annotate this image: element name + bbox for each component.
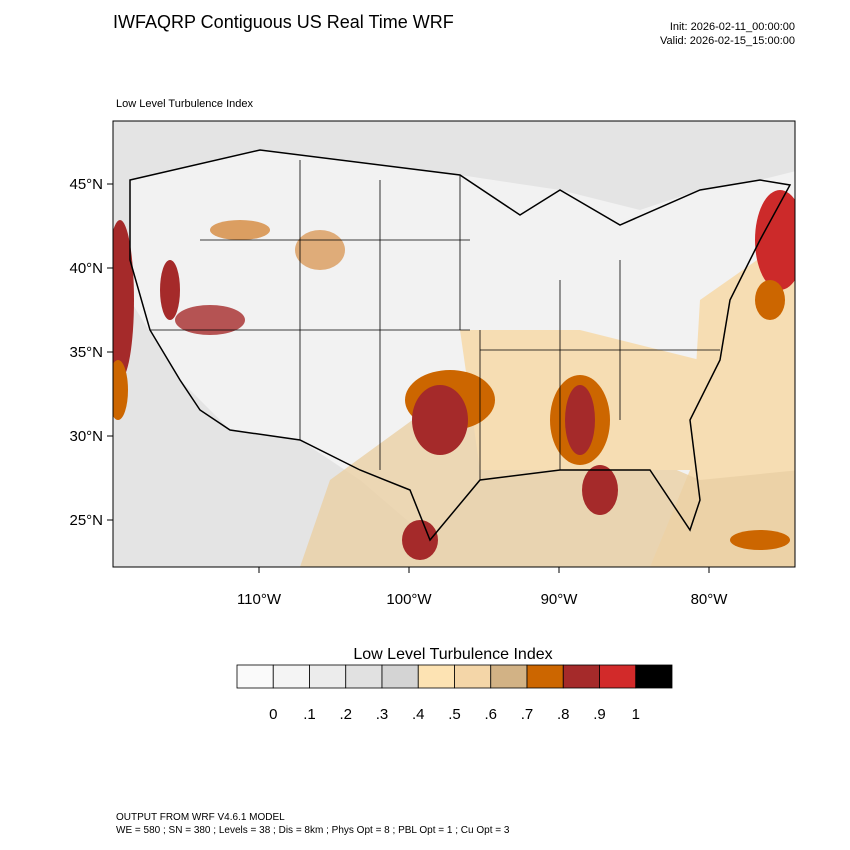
colorbar-title: Low Level Turbulence Index	[353, 646, 552, 663]
colorbar-label: .1	[303, 706, 316, 723]
colorbar-box	[345, 664, 383, 689]
colorbar-label: .7	[521, 706, 534, 723]
colorbar-box	[635, 664, 673, 689]
colorbar-box	[526, 664, 564, 689]
lat-label: 30°N	[69, 428, 103, 445]
colorbar-box	[309, 664, 347, 689]
lat-label: 25°N	[69, 512, 103, 529]
map-frame	[112, 120, 796, 568]
lon-label: 90°W	[541, 591, 579, 608]
map-subtitle: Low Level Turbulence Index	[116, 98, 253, 110]
colorbar-box	[236, 664, 274, 689]
lon-label: 100°W	[386, 591, 432, 608]
init-time: Init: 2026-02-11_00:00:00	[670, 21, 795, 33]
footer-line: WE = 580 ; SN = 380 ; Levels = 38 ; Dis …	[116, 825, 510, 836]
valid-time: Valid: 2026-02-15_15:00:00	[660, 35, 795, 47]
lon-label: 110°W	[237, 591, 282, 608]
colorbar-box	[490, 664, 528, 689]
colorbar-label: .4	[412, 706, 425, 723]
colorbar-label: .8	[557, 706, 570, 723]
colorbar-label: .3	[376, 706, 389, 723]
lat-label: 35°N	[69, 344, 103, 361]
lat-label: 45°N	[69, 176, 103, 193]
colorbar-box	[381, 664, 419, 689]
colorbar-box	[272, 664, 310, 689]
colorbar-box	[454, 664, 492, 689]
colorbar-box	[562, 664, 600, 689]
lon-label: 80°W	[691, 591, 729, 608]
colorbar-label: .2	[339, 706, 352, 723]
colorbar-label: 0	[269, 706, 277, 723]
colorbar-box	[599, 664, 637, 689]
colorbar-label: 1	[632, 706, 640, 723]
footer-line: OUTPUT FROM WRF V4.6.1 MODEL	[116, 812, 285, 823]
colorbar-label: .6	[484, 706, 497, 723]
title: IWFAQRP Contiguous US Real Time WRF	[113, 12, 454, 32]
lat-label: 40°N	[69, 260, 103, 277]
colorbar-label: .5	[448, 706, 461, 723]
colorbar-box	[417, 664, 455, 689]
map-field	[113, 121, 795, 567]
colorbar-label: .9	[593, 706, 606, 723]
